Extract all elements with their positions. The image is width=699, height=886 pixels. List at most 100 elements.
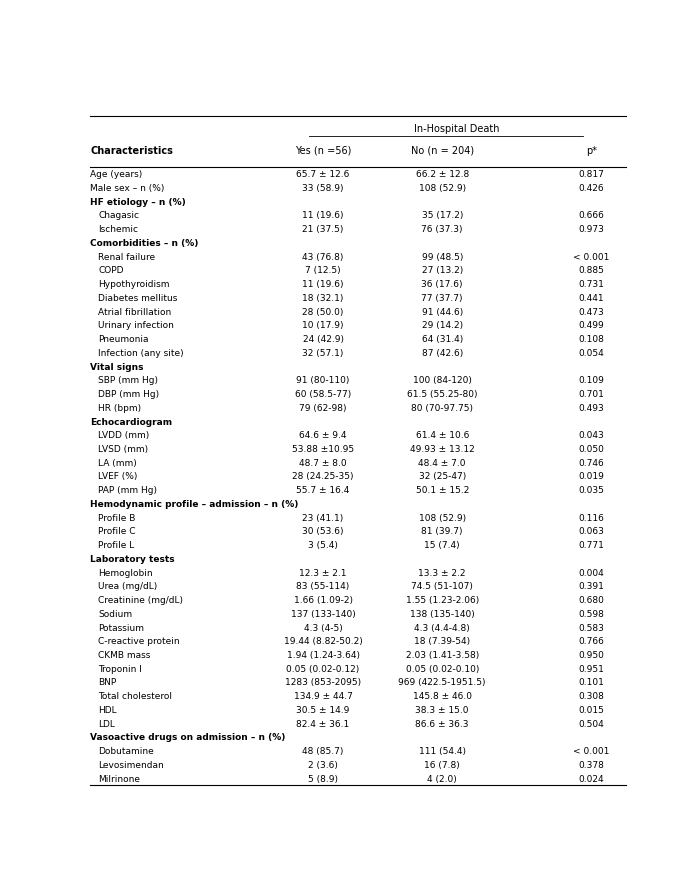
Text: 1.66 (1.09-2): 1.66 (1.09-2)	[294, 595, 352, 604]
Text: 12.3 ± 2.1: 12.3 ± 2.1	[299, 568, 347, 577]
Text: 0.035: 0.035	[578, 486, 604, 494]
Text: 76 (37.3): 76 (37.3)	[421, 225, 463, 234]
Text: Profile C: Profile C	[98, 527, 136, 536]
Text: 0.746: 0.746	[578, 458, 604, 467]
Text: C-reactive protein: C-reactive protein	[98, 636, 180, 646]
Text: SBP (mm Hg): SBP (mm Hg)	[98, 376, 158, 385]
Text: LVSD (mm): LVSD (mm)	[98, 445, 148, 454]
Text: 0.493: 0.493	[578, 403, 604, 412]
Text: 0.116: 0.116	[578, 513, 604, 522]
Text: Total cholesterol: Total cholesterol	[98, 691, 172, 701]
Text: 21 (37.5): 21 (37.5)	[303, 225, 344, 234]
Text: 49.93 ± 13.12: 49.93 ± 13.12	[410, 445, 475, 454]
Text: Characteristics: Characteristics	[90, 145, 173, 156]
Text: 66.2 ± 12.8: 66.2 ± 12.8	[416, 170, 469, 179]
Text: 137 (133-140): 137 (133-140)	[291, 610, 355, 618]
Text: 0.108: 0.108	[578, 335, 604, 344]
Text: 28 (24.25-35): 28 (24.25-35)	[292, 472, 354, 481]
Text: 0.680: 0.680	[578, 595, 604, 604]
Text: 1.55 (1.23-2.06): 1.55 (1.23-2.06)	[405, 595, 479, 604]
Text: HF etiology – n (%): HF etiology – n (%)	[90, 198, 186, 206]
Text: Troponin I: Troponin I	[98, 664, 142, 673]
Text: 23 (41.1): 23 (41.1)	[303, 513, 344, 522]
Text: Laboratory tests: Laboratory tests	[90, 555, 175, 563]
Text: 0.101: 0.101	[578, 678, 604, 687]
Text: 64.6 ± 9.4: 64.6 ± 9.4	[299, 431, 347, 439]
Text: LVDD (mm): LVDD (mm)	[98, 431, 150, 439]
Text: 0.504: 0.504	[578, 719, 604, 728]
Text: < 0.001: < 0.001	[573, 253, 610, 261]
Text: 1283 (853-2095): 1283 (853-2095)	[285, 678, 361, 687]
Text: 134.9 ± 44.7: 134.9 ± 44.7	[294, 691, 352, 701]
Text: PAP (mm Hg): PAP (mm Hg)	[98, 486, 157, 494]
Text: Renal failure: Renal failure	[98, 253, 155, 261]
Text: Echocardiogram: Echocardiogram	[90, 417, 172, 426]
Text: < 0.001: < 0.001	[573, 746, 610, 756]
Text: 100 (84-120): 100 (84-120)	[413, 376, 472, 385]
Text: 0.019: 0.019	[578, 472, 604, 481]
Text: 43 (76.8): 43 (76.8)	[303, 253, 344, 261]
Text: 79 (62-98): 79 (62-98)	[299, 403, 347, 412]
Text: 0.063: 0.063	[578, 527, 604, 536]
Text: Dobutamine: Dobutamine	[98, 746, 154, 756]
Text: 91 (80-110): 91 (80-110)	[296, 376, 350, 385]
Text: 82.4 ± 36.1: 82.4 ± 36.1	[296, 719, 350, 728]
Text: 53.88 ±10.95: 53.88 ±10.95	[292, 445, 354, 454]
Text: Chagasic: Chagasic	[98, 211, 139, 221]
Text: 0.050: 0.050	[578, 445, 604, 454]
Text: 48.4 ± 7.0: 48.4 ± 7.0	[419, 458, 466, 467]
Text: 0.499: 0.499	[578, 321, 604, 330]
Text: Sodium: Sodium	[98, 610, 132, 618]
Text: 0.885: 0.885	[578, 266, 604, 276]
Text: 16 (7.8): 16 (7.8)	[424, 760, 460, 769]
Text: LVEF (%): LVEF (%)	[98, 472, 138, 481]
Text: Atrial fibrillation: Atrial fibrillation	[98, 307, 171, 316]
Text: Infection (any site): Infection (any site)	[98, 348, 184, 357]
Text: 7 (12.5): 7 (12.5)	[305, 266, 341, 276]
Text: 91 (44.6): 91 (44.6)	[421, 307, 463, 316]
Text: 65.7 ± 12.6: 65.7 ± 12.6	[296, 170, 350, 179]
Text: 33 (58.9): 33 (58.9)	[302, 183, 344, 193]
Text: 5 (8.9): 5 (8.9)	[308, 773, 338, 782]
Text: 32 (57.1): 32 (57.1)	[303, 348, 344, 357]
Text: 0.766: 0.766	[578, 636, 604, 646]
Text: 1.94 (1.24-3.64): 1.94 (1.24-3.64)	[287, 650, 359, 659]
Text: 0.109: 0.109	[578, 376, 604, 385]
Text: 108 (52.9): 108 (52.9)	[419, 183, 466, 193]
Text: Milrinone: Milrinone	[98, 773, 140, 782]
Text: 35 (17.2): 35 (17.2)	[421, 211, 463, 221]
Text: CKMB mass: CKMB mass	[98, 650, 150, 659]
Text: 4.3 (4-5): 4.3 (4-5)	[303, 623, 343, 632]
Text: Levosimendan: Levosimendan	[98, 760, 164, 769]
Text: Yes (n =56): Yes (n =56)	[295, 145, 351, 156]
Text: LA (mm): LA (mm)	[98, 458, 137, 467]
Text: 48 (85.7): 48 (85.7)	[303, 746, 344, 756]
Text: 145.8 ± 46.0: 145.8 ± 46.0	[412, 691, 472, 701]
Text: 10 (17.9): 10 (17.9)	[302, 321, 344, 330]
Text: 19.44 (8.82-50.2): 19.44 (8.82-50.2)	[284, 636, 362, 646]
Text: DBP (mm Hg): DBP (mm Hg)	[98, 390, 159, 399]
Text: 0.973: 0.973	[578, 225, 604, 234]
Text: Potassium: Potassium	[98, 623, 144, 632]
Text: Vital signs: Vital signs	[90, 362, 143, 371]
Text: 0.05 (0.02-0.12): 0.05 (0.02-0.12)	[287, 664, 360, 673]
Text: 80 (70-97.75): 80 (70-97.75)	[411, 403, 473, 412]
Text: 48.7 ± 8.0: 48.7 ± 8.0	[299, 458, 347, 467]
Text: Ischemic: Ischemic	[98, 225, 138, 234]
Text: 60 (58.5-77): 60 (58.5-77)	[295, 390, 351, 399]
Text: 4.3 (4.4-4.8): 4.3 (4.4-4.8)	[415, 623, 470, 632]
Text: 81 (39.7): 81 (39.7)	[421, 527, 463, 536]
Text: 0.05 (0.02-0.10): 0.05 (0.02-0.10)	[405, 664, 479, 673]
Text: 29 (14.2): 29 (14.2)	[421, 321, 463, 330]
Text: 18 (7.39-54): 18 (7.39-54)	[414, 636, 470, 646]
Text: Vasoactive drugs on admission – n (%): Vasoactive drugs on admission – n (%)	[90, 733, 285, 742]
Text: 0.771: 0.771	[578, 540, 604, 549]
Text: Urea (mg/dL): Urea (mg/dL)	[98, 582, 157, 591]
Text: Profile B: Profile B	[98, 513, 136, 522]
Text: Profile L: Profile L	[98, 540, 134, 549]
Text: Hemoglobin: Hemoglobin	[98, 568, 153, 577]
Text: 61.5 (55.25-80): 61.5 (55.25-80)	[407, 390, 477, 399]
Text: Male sex – n (%): Male sex – n (%)	[90, 183, 164, 193]
Text: 32 (25-47): 32 (25-47)	[419, 472, 466, 481]
Text: Comorbidities – n (%): Comorbidities – n (%)	[90, 238, 199, 248]
